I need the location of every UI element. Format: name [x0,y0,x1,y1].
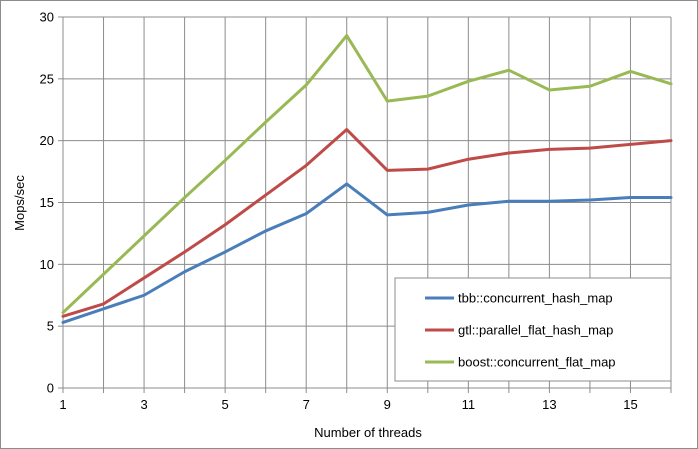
legend-items: tbb::concurrent_hash_mapgtl::parallel_fl… [425,291,616,370]
y-tick-label: 25 [40,71,54,86]
y-tick-label: 30 [40,10,54,25]
x-tick-label: 3 [140,397,147,412]
x-tick-label: 1 [59,397,66,412]
y-tick-label: 0 [47,381,54,396]
y-tick-label: 20 [40,133,54,148]
axes [58,16,672,393]
legend: tbb::concurrent_hash_mapgtl::parallel_fl… [394,277,672,382]
series-lines [61,34,673,324]
x-tick-label: 13 [542,397,556,412]
x-tick-label: 9 [384,397,391,412]
x-tick-label: 15 [623,397,637,412]
legend-label-3: boost::concurrent_flat_map [458,355,616,370]
legend-label-1: tbb::concurrent_hash_map [458,291,613,306]
x-axis-title: Number of threads [314,425,422,440]
series-line-1 [61,182,673,324]
series-line-2 [61,128,673,318]
series-line-3 [61,34,673,315]
y-tick-label: 10 [40,257,54,272]
legend-label-2: gtl::parallel_flat_hash_map [458,323,613,338]
x-tick-label: 5 [222,397,229,412]
x-tick-label: 11 [462,397,476,412]
y-axis-title: Mops/sec [12,175,27,231]
x-tick-label: 7 [303,397,310,412]
y-tick-label: 15 [40,195,54,210]
y-tick-label: 5 [47,319,54,334]
